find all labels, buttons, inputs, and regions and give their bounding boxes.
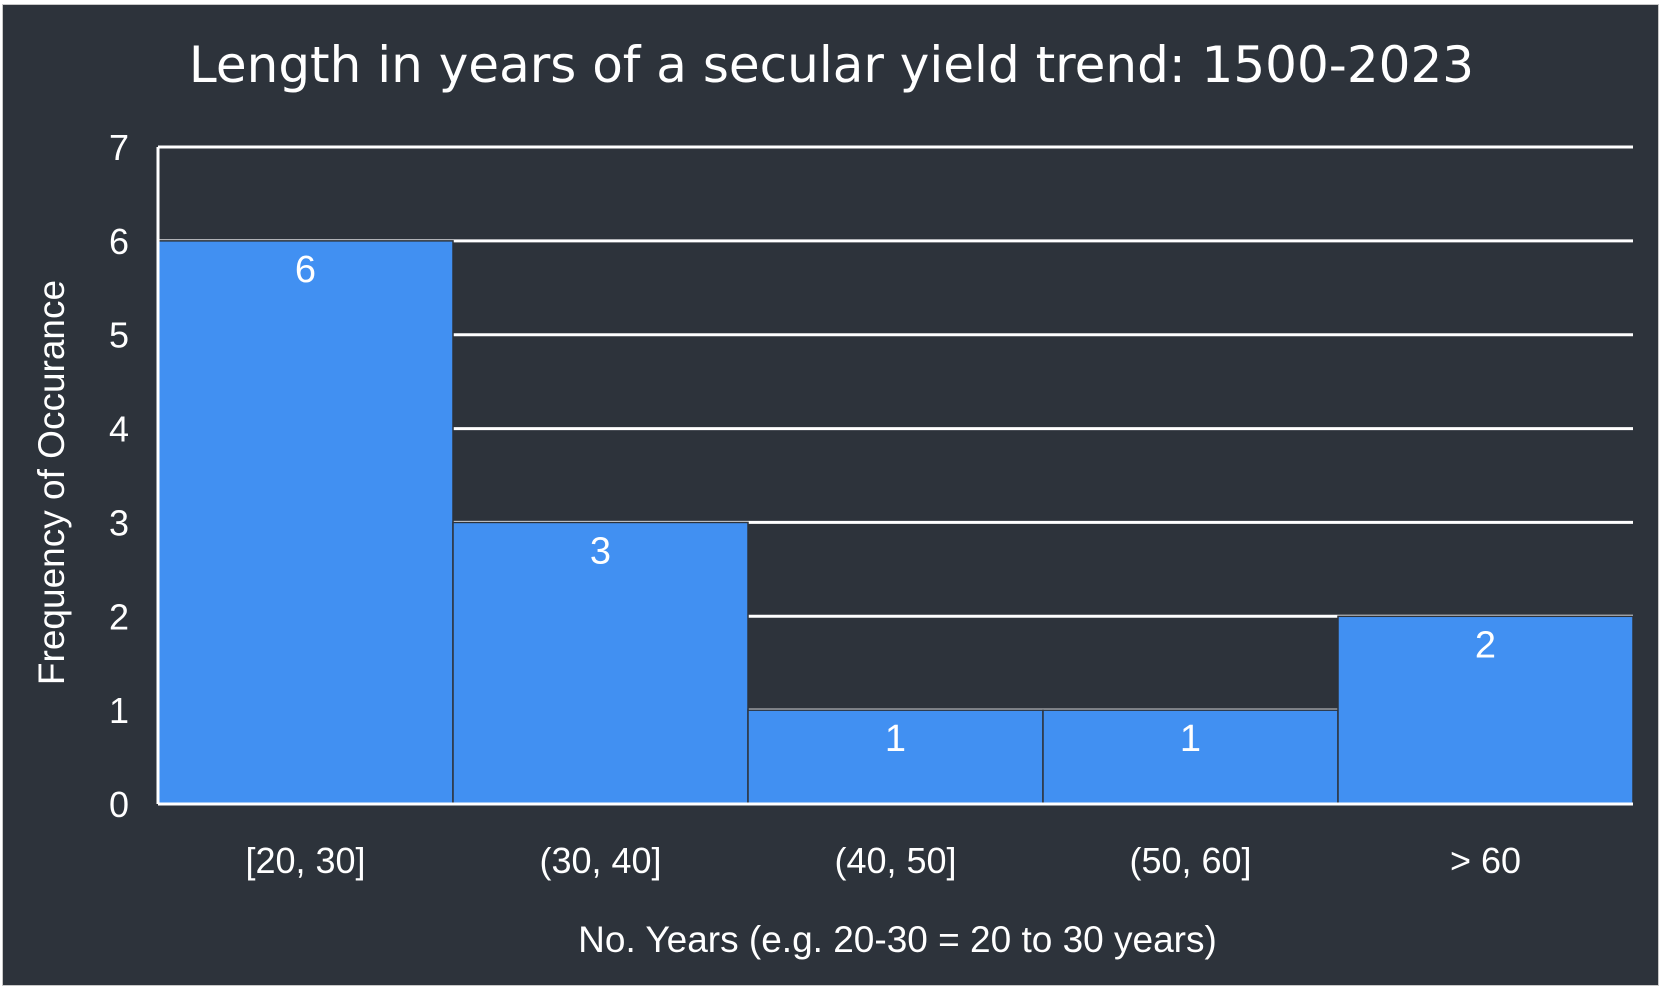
x-axis-title: No. Years (e.g. 20-30 = 20 to 30 years) [578, 919, 1217, 960]
bar [1337, 615, 1634, 805]
x-tick-label: (30, 40] [539, 840, 661, 881]
y-tick-label: 3 [109, 502, 129, 543]
y-tick-label: 5 [109, 315, 129, 356]
axes [156, 147, 1633, 806]
x-tick-label: > 60 [1450, 840, 1521, 881]
x-tick-label: (40, 50] [834, 840, 956, 881]
bar [157, 240, 454, 805]
bar-data-label: 1 [1180, 718, 1201, 760]
bar [1042, 709, 1339, 805]
y-axis-title: Frequency of Occurance [31, 280, 72, 685]
y-tick-label: 0 [109, 784, 129, 825]
bar-data-label: 1 [885, 718, 906, 760]
bar-data-label: 6 [295, 249, 316, 291]
y-tick-label: 1 [109, 690, 129, 731]
labels: 0 1 2 3 4 5 6 7 6 [20, 30] 3 (30, 40] 1 (40, 50] 1 (50,… [109, 127, 1521, 881]
bar-data-label: 3 [590, 530, 611, 572]
x-tick-label: (50, 60] [1129, 840, 1251, 881]
y-tick-label: 7 [109, 127, 129, 168]
bar [747, 709, 1044, 805]
chart-title: Length in years of a secular yield trend… [188, 36, 1475, 94]
bar-data-label: 2 [1475, 624, 1496, 666]
x-tick-label: [20, 30] [245, 840, 365, 881]
y-tick-label: 2 [109, 596, 129, 637]
y-tick-label: 4 [109, 409, 129, 450]
y-tick-label: 6 [109, 221, 129, 262]
